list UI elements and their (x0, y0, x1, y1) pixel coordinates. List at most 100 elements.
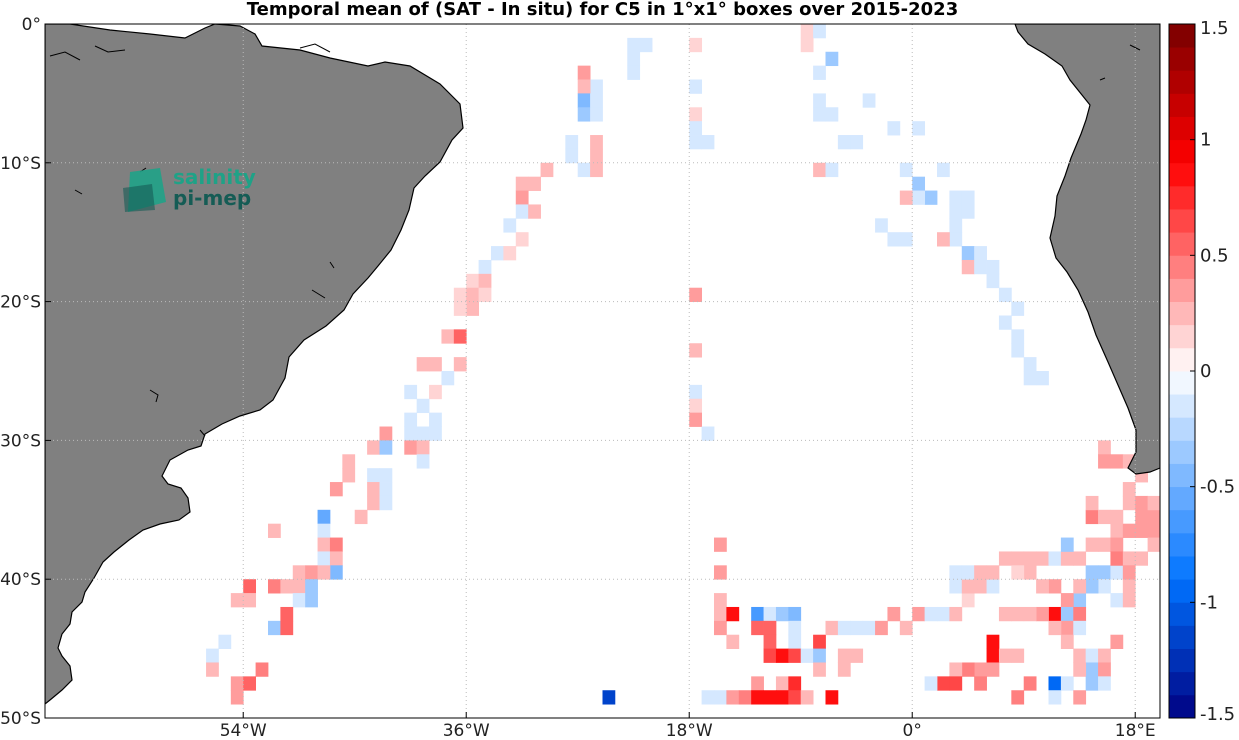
data-cell (1122, 523, 1136, 538)
data-cell (998, 648, 1012, 663)
data-cell (961, 565, 975, 580)
data-cell (986, 634, 1000, 649)
lat-tick-label: 50°S (0, 709, 41, 729)
data-cell (714, 593, 727, 608)
data-cell (974, 259, 987, 275)
data-cell (924, 676, 938, 691)
data-cell (466, 287, 480, 302)
data-cell (912, 121, 926, 136)
data-cell (1122, 593, 1136, 608)
data-cell (862, 93, 876, 108)
data-cell (1011, 565, 1025, 580)
data-cell (899, 620, 913, 636)
data-cell (689, 121, 703, 136)
data-cell (577, 162, 591, 178)
data-cell (1060, 537, 1074, 552)
data-cell (825, 51, 839, 67)
data-cell (714, 565, 727, 580)
colorbar-step (1169, 486, 1195, 511)
data-cell (775, 676, 789, 691)
data-cell (714, 620, 727, 636)
data-cell (1110, 565, 1124, 580)
data-cell (961, 662, 975, 677)
data-cell (775, 690, 789, 705)
data-cell (367, 482, 380, 497)
data-cell (1122, 495, 1136, 511)
data-cell (1060, 606, 1074, 622)
data-cell (974, 676, 987, 691)
data-cell (800, 37, 814, 53)
data-cell (974, 246, 987, 261)
lon-tick-label: 0° (903, 721, 922, 740)
data-cell (1073, 606, 1087, 622)
data-cell (305, 579, 318, 594)
colorbar-step (1169, 532, 1195, 557)
colorbar-step (1169, 347, 1195, 372)
data-cell (689, 384, 703, 400)
data-cell (763, 606, 777, 622)
lat-tick-label: 40°S (0, 570, 41, 590)
data-cell (751, 690, 764, 705)
colorbar-tick-label: 0 (1200, 361, 1211, 382)
data-cell (342, 468, 356, 483)
data-cell (305, 565, 318, 580)
data-cell (949, 662, 963, 677)
data-cell (763, 648, 777, 663)
data-cell (899, 162, 913, 178)
data-cell (268, 579, 281, 594)
coastline-detail (49, 43, 1141, 437)
data-cell (280, 620, 294, 636)
data-cell (1073, 690, 1087, 705)
data-cell (949, 606, 963, 622)
data-cell (1085, 495, 1099, 511)
data-cell (268, 523, 281, 538)
data-cell (1110, 523, 1124, 538)
data-cell (1085, 509, 1099, 525)
data-cell (689, 343, 703, 358)
data-cell (986, 579, 1000, 594)
logo-line1: salinity (173, 165, 256, 189)
lat-tick-label: 10°S (0, 154, 41, 174)
data-cell (280, 606, 294, 622)
data-cell (899, 232, 913, 247)
data-cell (1073, 662, 1087, 677)
data-cell (813, 662, 826, 677)
data-cell (243, 676, 257, 691)
colorbar-step (1169, 139, 1195, 164)
data-cell (701, 690, 715, 705)
data-cell (441, 329, 455, 344)
data-cell (1098, 440, 1111, 455)
data-cell (837, 135, 851, 150)
data-cell (899, 190, 913, 205)
data-cell (528, 204, 541, 219)
colorbar-step (1169, 185, 1195, 210)
data-cell (1060, 676, 1074, 691)
data-cell (800, 648, 814, 663)
data-cell (329, 482, 343, 497)
logo-line2: pi-mep (173, 186, 251, 210)
data-cell (379, 426, 393, 441)
lon-tick-label: 36°W (443, 721, 490, 740)
data-cell (825, 620, 839, 636)
colorbar-tick-label: -1 (1200, 592, 1218, 613)
data-cell (800, 24, 814, 39)
data-cell (466, 301, 480, 316)
colorbar: 1.5 1 0.5 0 -0.5 -1 -1.5 (1168, 18, 1235, 725)
data-cell (837, 662, 851, 677)
data-cell (1122, 551, 1136, 566)
data-cell (1098, 454, 1111, 469)
data-cell (1135, 495, 1149, 511)
data-cell (763, 690, 777, 705)
data-cell (206, 662, 219, 677)
lon-tick-label: 18°W (666, 721, 713, 740)
data-cell (292, 579, 306, 594)
data-cell (503, 246, 517, 261)
data-cell (453, 287, 467, 302)
data-cell (416, 398, 430, 414)
data-cell (751, 606, 764, 622)
colorbar-step (1169, 324, 1195, 349)
data-cell (1060, 551, 1074, 566)
data-cell (974, 579, 987, 594)
colorbar-step (1169, 556, 1195, 580)
data-cell (751, 676, 764, 691)
